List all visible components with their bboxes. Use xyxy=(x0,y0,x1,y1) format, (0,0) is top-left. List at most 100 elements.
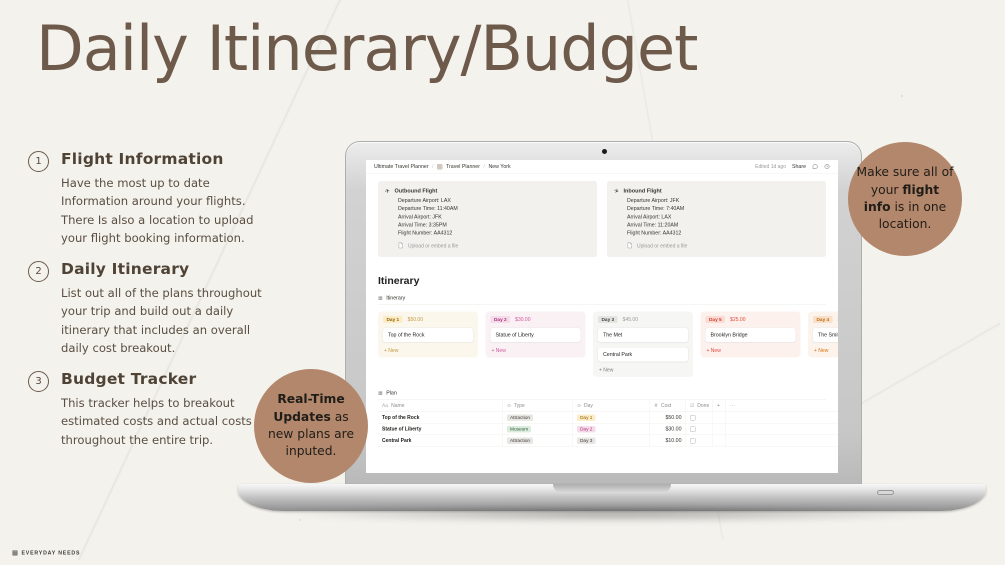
callout-text-part: Make sure all of your xyxy=(856,165,954,197)
select-property-icon: ⊙ xyxy=(577,403,581,409)
new-card-button[interactable]: + New xyxy=(384,348,399,354)
laptop-shadow xyxy=(262,505,964,523)
inbound-flight-card: ✈ Inbound Flight Departure Airport: JFK … xyxy=(607,181,826,258)
new-card-button[interactable]: + New xyxy=(814,348,829,354)
board-card[interactable]: The Smith xyxy=(812,327,838,343)
upload-label: Upload or embed a file xyxy=(637,243,688,249)
itinerary-view-tab[interactable]: ▦ Itinerary xyxy=(378,295,826,306)
cell-cost[interactable]: $30.00 xyxy=(650,423,686,435)
board-column-day-2: Day 2 $30.00 Statue of Liberty + New xyxy=(485,311,586,358)
day-total: $30.00 xyxy=(515,316,531,323)
breadcrumb-page[interactable]: New York xyxy=(488,163,511,170)
cell-cost[interactable]: $50.00 xyxy=(650,412,686,424)
flight-field: Arrival Time: 3:35PM xyxy=(398,221,447,228)
cell-day[interactable]: Day 3 xyxy=(573,435,650,447)
feature-number-3: 3 xyxy=(28,371,49,392)
flight-cards-row: ✈ Outbound Flight Departure Airport: LAX… xyxy=(366,174,838,258)
table-row[interactable]: Central Park Attraction Day 3 $10.00 xyxy=(378,435,838,447)
topbar-actions: Edited 1d ago Share xyxy=(755,164,830,170)
flight-card-title: Inbound Flight xyxy=(623,188,662,194)
laptop-screen-bezel: Ultimate Travel Planner / Travel Planner… xyxy=(345,141,862,485)
flight-card-title: Outbound Flight xyxy=(394,188,438,194)
table-row[interactable]: Statue of Liberty Museum Day 2 $30.00 xyxy=(378,423,838,436)
flight-field: Flight Number: AA4312 xyxy=(627,230,682,237)
feature-number-1: 1 xyxy=(28,151,49,172)
cell-type[interactable]: Attraction xyxy=(503,412,573,424)
checkbox-property-icon: ☑ xyxy=(690,403,695,409)
add-column-button[interactable]: + xyxy=(713,400,726,412)
flight-field: Departure Airport: JFK xyxy=(627,197,680,204)
board-card[interactable]: Brooklyn Bridge xyxy=(705,327,796,343)
board-column-day-5: Day 5 $25.00 Brooklyn Bridge + New xyxy=(700,311,801,358)
column-header-cost[interactable]: # Cost xyxy=(650,400,686,412)
breadcrumb-parent[interactable]: Travel Planner xyxy=(446,163,480,170)
laptop-base-notch xyxy=(553,484,671,493)
select-property-icon: ⊙ xyxy=(507,403,511,409)
cell-cost[interactable]: $10.00 xyxy=(650,435,686,447)
itinerary-heading: Itinerary xyxy=(378,275,420,287)
board-card[interactable]: Central Park xyxy=(597,347,689,363)
done-checkbox[interactable] xyxy=(690,426,696,432)
upload-file-button[interactable]: Upload or embed a file xyxy=(398,242,590,250)
updates-clock-icon[interactable] xyxy=(824,164,830,170)
edited-timestamp: Edited 1d ago xyxy=(755,163,786,170)
breadcrumb-root[interactable]: Ultimate Travel Planner xyxy=(374,163,429,170)
column-label: Name xyxy=(391,403,405,409)
feature-body: This tracker helps to breakout estimated… xyxy=(61,396,252,447)
column-header-type[interactable]: ⊙ Type xyxy=(503,400,573,412)
share-button[interactable]: Share xyxy=(791,163,806,170)
cell-name[interactable]: Statue of Liberty xyxy=(378,423,503,435)
callout-text-part: is in one location. xyxy=(878,200,947,232)
done-checkbox[interactable] xyxy=(690,414,696,421)
board-card[interactable]: Top of the Rock xyxy=(382,327,474,343)
type-badge: Museum xyxy=(507,425,532,433)
feature-heading: Budget Tracker xyxy=(61,370,197,388)
new-card-button[interactable]: + New xyxy=(491,348,506,354)
cell-type[interactable]: Museum xyxy=(503,423,573,435)
callout-text-bold: flight info xyxy=(863,182,940,214)
table-row[interactable]: Top of the Rock Attraction Day 1 $50.00 xyxy=(378,412,838,424)
board-card[interactable]: The Met xyxy=(597,327,689,343)
plane-takeoff-icon: ✈ xyxy=(384,186,391,196)
empty-cell xyxy=(726,424,739,435)
column-header-day[interactable]: ⊙ Day xyxy=(573,400,650,412)
cell-type[interactable]: Attraction xyxy=(503,435,573,447)
board-card[interactable]: Statue of Liberty xyxy=(490,327,581,343)
new-card-button[interactable]: + New xyxy=(599,367,614,374)
feature-heading: Flight Information xyxy=(61,150,224,168)
flight-field: Departure Airport: LAX xyxy=(398,197,451,204)
laptop-display: Ultimate Travel Planner / Travel Planner… xyxy=(366,160,838,473)
column-header-done[interactable]: ☑ Done xyxy=(686,400,713,412)
day-badge: Day 1 xyxy=(383,316,403,324)
empty-cell xyxy=(713,412,726,424)
cell-name[interactable]: Central Park xyxy=(378,435,503,447)
done-checkbox[interactable] xyxy=(690,437,696,444)
callout-text-part: as new plans are inputed. xyxy=(267,409,355,459)
flight-fields: Departure Airport: LAX Departure Time: 1… xyxy=(398,197,590,238)
column-header-name[interactable]: Aa Name xyxy=(378,400,503,412)
webcam-icon xyxy=(601,149,607,154)
cell-day[interactable]: Day 2 xyxy=(573,423,650,435)
cell-name[interactable]: Top of the Rock xyxy=(378,412,503,424)
laptop-base xyxy=(238,484,986,511)
cell-done xyxy=(686,423,713,435)
file-icon xyxy=(627,242,633,250)
empty-cell xyxy=(726,412,739,423)
view-tab-label: Plan xyxy=(386,390,397,397)
callout-text: Make sure all of your flight info is in … xyxy=(856,164,954,234)
cell-day[interactable]: Day 1 xyxy=(573,412,650,424)
brand-grid-icon: ▦ xyxy=(12,548,19,557)
comments-icon[interactable] xyxy=(812,164,818,170)
new-card-button[interactable]: + New xyxy=(706,348,721,354)
feature-flight-information: 1 Flight Information Have the most up to… xyxy=(28,150,280,247)
breadcrumb-separator: / xyxy=(483,163,485,170)
plan-view-tab[interactable]: ▦ Plan xyxy=(378,390,826,401)
upload-label: Upload or embed a file xyxy=(408,243,459,249)
upload-file-button[interactable]: Upload or embed a file xyxy=(627,242,819,250)
column-label: Done xyxy=(697,403,710,409)
table-more-button[interactable]: ⋯ xyxy=(730,403,735,409)
callout-text: Real-Time Updates as new plans are input… xyxy=(262,391,360,461)
column-label: Cost xyxy=(660,403,672,409)
